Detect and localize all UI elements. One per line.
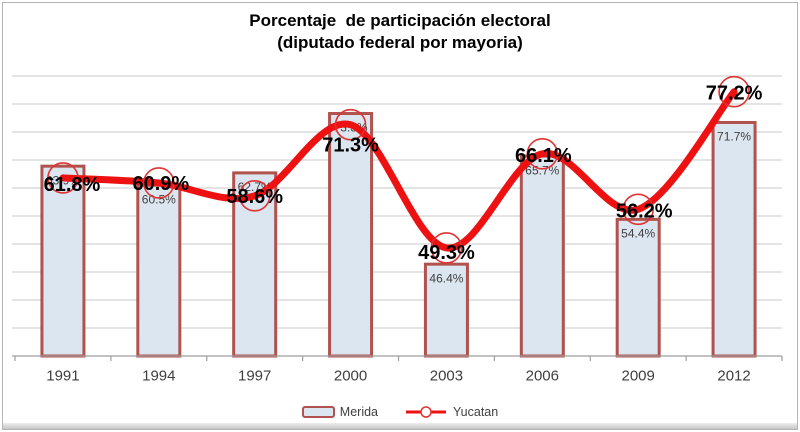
- line-label-1994: 60.9%: [132, 173, 189, 195]
- line-label-2000: 71.3%: [322, 135, 379, 157]
- chart-legend: Merida Yucatan: [0, 402, 800, 422]
- yucatan-line: [59, 88, 738, 252]
- legend-label-merida: Merida: [339, 405, 379, 419]
- merida-bar-swatch-icon: [301, 406, 335, 418]
- bar-1991: [40, 164, 86, 358]
- line-label-1991: 61.8%: [44, 174, 101, 196]
- yucatan-line-swatch-icon: [406, 406, 447, 418]
- year-label-1994: 1994: [142, 367, 175, 384]
- line-label-1997: 58.6%: [226, 186, 283, 208]
- bar-2006: [519, 154, 565, 358]
- bar-2000: [328, 112, 374, 358]
- bar-2009: [615, 217, 661, 358]
- bar-label-2009: 54.4%: [621, 227, 655, 241]
- marker-1997: [238, 180, 271, 212]
- bar-2012: [711, 120, 757, 358]
- line-label-2003: 49.3%: [418, 242, 475, 264]
- year-label-2000: 2000: [334, 367, 367, 384]
- line-label-2009: 56.2%: [616, 200, 673, 222]
- bar-1994: [136, 183, 182, 358]
- bar-label-2003: 46.4%: [429, 271, 463, 285]
- marker-2006: [526, 138, 559, 170]
- year-label-1997: 1997: [238, 367, 271, 384]
- marker-1994: [143, 167, 175, 199]
- marker-2012: [718, 75, 750, 108]
- line-label-2006: 66.1%: [515, 145, 572, 167]
- year-label-1991: 1991: [46, 367, 79, 384]
- year-label-2003: 2003: [430, 367, 463, 384]
- chart-bottom-edge: [3, 423, 797, 429]
- bar-label-2012: 71.7%: [717, 130, 751, 144]
- marker-2003: [430, 232, 463, 264]
- chart-title-line2: (diputado federal por mayoria): [277, 33, 523, 52]
- marker-2009: [622, 193, 654, 226]
- marker-1991: [47, 162, 79, 194]
- legend-item-yucatan: Yucatan: [404, 404, 498, 420]
- legend-label-yucatan: Yucatan: [453, 405, 499, 419]
- line-label-2012: 77.2%: [706, 83, 763, 105]
- year-label-2006: 2006: [526, 367, 559, 384]
- year-label-2009: 2009: [622, 367, 655, 384]
- chart-title-line1: Porcentaje de participación electoral: [249, 11, 551, 30]
- legend-item-merida: Merida: [301, 405, 379, 419]
- chart-title: Porcentaje de participación electoral (d…: [0, 10, 800, 54]
- marker-2000: [334, 108, 367, 141]
- year-label-2012: 2012: [717, 367, 750, 384]
